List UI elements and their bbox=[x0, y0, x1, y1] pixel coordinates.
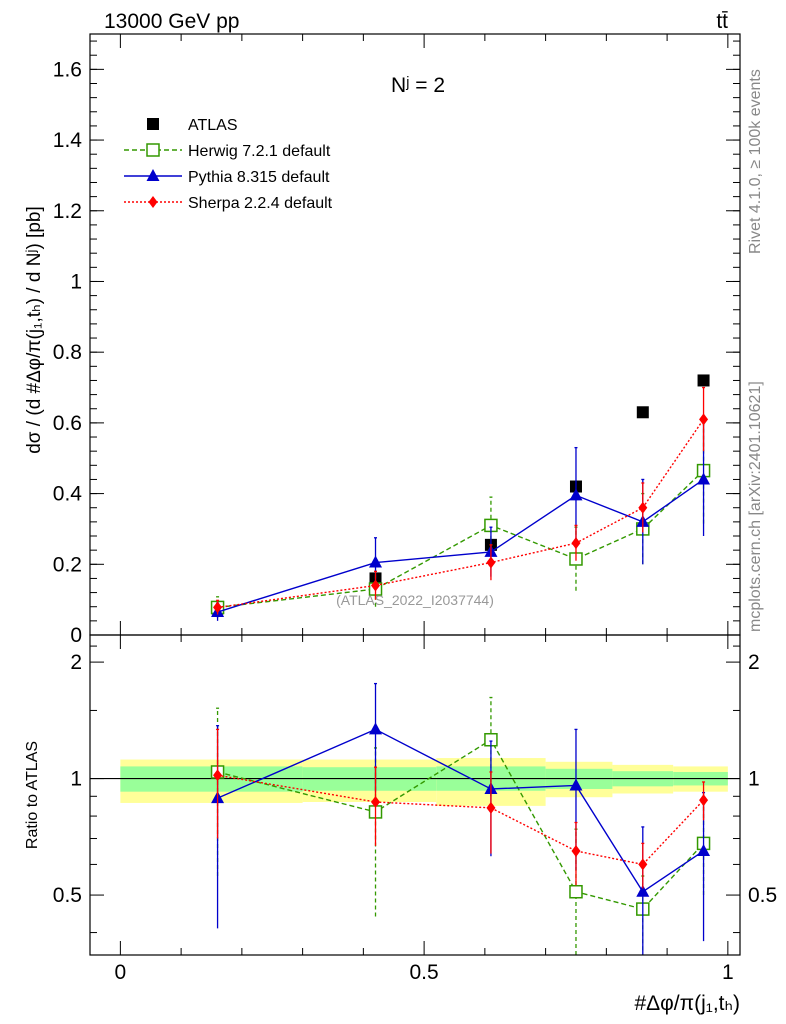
main-point-sherpa bbox=[571, 537, 581, 550]
mcplots-label: mcplots.cern.ch [arXiv:2401.10621] bbox=[747, 381, 764, 632]
main-ytick-label: 0.2 bbox=[53, 553, 82, 576]
ratio-xtick-label: 0 bbox=[115, 961, 127, 984]
legend-label-pythia: Pythia 8.315 default bbox=[188, 169, 330, 186]
main-series-atlas bbox=[211, 374, 710, 615]
main-ytick-label: 1 bbox=[70, 270, 82, 293]
ratio-ytick-label: 2 bbox=[70, 651, 82, 674]
main-point-sherpa bbox=[638, 501, 648, 514]
main-ytick-label: 0.8 bbox=[53, 341, 82, 364]
ratio-point-sherpa bbox=[571, 844, 581, 857]
xaxis-label: #Δφ/π(j₁,tₕ) bbox=[634, 992, 740, 1015]
main-ytick-label: 1.6 bbox=[53, 58, 82, 81]
ratio-xtick-label: 0.5 bbox=[410, 961, 439, 984]
main-series-sherpa bbox=[213, 386, 709, 615]
ratio-line-herwig bbox=[217, 738, 705, 910]
legend-label-herwig: Herwig 7.2.1 default bbox=[188, 143, 331, 160]
legend-marker-pythia bbox=[146, 169, 160, 181]
ratio-frame bbox=[89, 634, 741, 956]
ratio-point-sherpa bbox=[699, 794, 709, 807]
ratio-line-sherpa bbox=[217, 774, 705, 866]
ratio-xtick-label: 1 bbox=[722, 961, 734, 984]
header-left: 13000 GeV pp bbox=[104, 10, 239, 33]
ratio-ytick-label-right: 0.5 bbox=[748, 884, 777, 907]
analysis-watermark: (ATLAS_2022_I2037744) bbox=[336, 592, 494, 608]
main-ylabel: dσ / (d #Δφ/π(j₁,tₕ) / d Nʲ) [pb] bbox=[24, 206, 45, 454]
ratio-panel: 0.5 0.5 1 1 2 2 0 0.5 1 Ratio to ATLAS #Δφ/π(j₁,… bbox=[24, 634, 777, 1015]
main-ytick-label: 0.6 bbox=[53, 412, 82, 435]
main-point-sherpa bbox=[486, 556, 496, 569]
main-ytick-label: 0 bbox=[70, 624, 82, 647]
legend-marker-atlas bbox=[147, 118, 159, 130]
legend: ATLAS Herwig 7.2.1 default Pythia 8.315 de… bbox=[124, 117, 333, 212]
main-title: Nʲ = 2 bbox=[391, 74, 445, 97]
main-point-pythia bbox=[569, 488, 583, 501]
ratio-ytick-label-right: 2 bbox=[748, 651, 760, 674]
main-ytick-label: 1.2 bbox=[53, 200, 82, 223]
ratio-point-herwig bbox=[569, 884, 583, 899]
main-panel: 0 0.2 0.4 0.6 0.8 1 1.2 1.4 1.6 Nʲ = 2 (ATLAS_20… bbox=[24, 33, 741, 647]
main-ytick-label: 0.4 bbox=[53, 483, 83, 506]
rivet-label: Rivet 4.1.0, ≥ 100k events bbox=[747, 69, 764, 254]
ratio-point-sherpa bbox=[213, 769, 223, 782]
ratio-ytick-label: 0.5 bbox=[53, 884, 82, 907]
ratio-point-sherpa bbox=[371, 795, 381, 808]
ratio-series-pythia bbox=[211, 682, 711, 955]
ratio-ytick-label: 1 bbox=[70, 768, 82, 791]
ratio-point-sherpa bbox=[486, 801, 496, 814]
ratio-point-pythia bbox=[697, 843, 711, 856]
ratio-ylabel: Ratio to ATLAS bbox=[24, 741, 41, 849]
main-point-atlas bbox=[636, 406, 649, 419]
ratio-line-pythia bbox=[217, 728, 704, 893]
ratio-point-pythia bbox=[569, 778, 583, 791]
legend-item-pythia: Pythia 8.315 default bbox=[124, 169, 330, 186]
ratio-point-sherpa bbox=[638, 858, 648, 871]
legend-item-sherpa: Sherpa 2.2.4 default bbox=[124, 195, 333, 212]
ratio-point-pythia bbox=[636, 884, 650, 897]
header-right: tt̄ bbox=[716, 10, 728, 33]
main-point-atlas bbox=[697, 374, 710, 387]
ratio-series-herwig bbox=[210, 696, 711, 955]
ratio-series-sherpa bbox=[213, 728, 709, 889]
legend-item-herwig: Herwig 7.2.1 default bbox=[124, 143, 331, 160]
main-point-pythia bbox=[369, 555, 383, 568]
legend-item-atlas: ATLAS bbox=[147, 117, 238, 134]
main-point-pythia bbox=[697, 472, 711, 485]
ratio-ytick-label-right: 1 bbox=[748, 768, 760, 791]
legend-marker-herwig bbox=[146, 143, 160, 157]
legend-label-atlas: ATLAS bbox=[188, 117, 238, 134]
main-ytick-label: 1.4 bbox=[53, 129, 83, 152]
main-point-sherpa bbox=[371, 579, 381, 592]
legend-label-sherpa: Sherpa 2.2.4 default bbox=[188, 195, 333, 212]
main-series-herwig bbox=[210, 416, 711, 619]
main-point-sherpa bbox=[213, 601, 223, 614]
main-point-sherpa bbox=[699, 413, 709, 426]
legend-marker-sherpa bbox=[148, 196, 158, 208]
main-line-herwig bbox=[217, 470, 705, 609]
main-line-sherpa bbox=[217, 418, 705, 609]
ratio-point-pythia bbox=[369, 722, 383, 735]
main-line-pythia bbox=[217, 478, 704, 613]
